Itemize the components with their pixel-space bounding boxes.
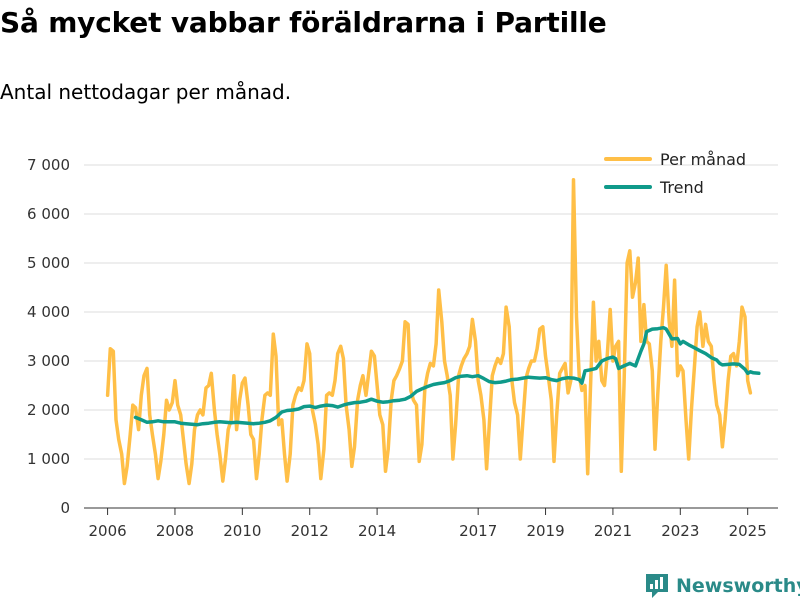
- legend-label-per-month: Per månad: [660, 150, 746, 169]
- y-tick-label: 7 000: [27, 156, 70, 174]
- chart-title: Så mycket vabbar föräldrarna i Partille: [0, 6, 607, 39]
- newsworthy-brand: Newsworthy: [644, 570, 800, 602]
- x-tick-label: 2006: [88, 522, 126, 540]
- axes: 0 1 000 2 000 3 000 4 000 5 000 6 000 7 000 2006…: [27, 156, 778, 540]
- x-tick-label: 2021: [594, 522, 632, 540]
- series-line-per-month: [105, 177, 753, 486]
- y-tick-label: 3 000: [27, 352, 70, 370]
- y-tick-label: 2 000: [27, 401, 70, 419]
- y-tick-label: 6 000: [27, 205, 70, 223]
- x-tick-label: 2014: [358, 522, 396, 540]
- y-tick-label: 1 000: [27, 450, 70, 468]
- chart-subtitle: Antal nettodagar per månad.: [0, 80, 292, 104]
- x-tick-label: 2023: [661, 522, 699, 540]
- newsworthy-logo-icon: [646, 574, 668, 598]
- legend: Per månad Trend: [604, 150, 746, 197]
- x-tick-label: 2008: [156, 522, 194, 540]
- x-tick-label: 2019: [526, 522, 564, 540]
- y-tick-label: 4 000: [27, 303, 70, 321]
- series-lines: [105, 177, 761, 486]
- series-line-trend: [133, 325, 761, 427]
- x-tick-label: 2012: [291, 522, 329, 540]
- x-tick-label: 2025: [729, 522, 767, 540]
- legend-label-trend: Trend: [659, 178, 704, 197]
- x-tick-label: 2010: [223, 522, 261, 540]
- y-tick-label: 5 000: [27, 254, 70, 272]
- y-tick-label: 0: [60, 499, 70, 517]
- brand-name: Newsworthy: [676, 575, 800, 597]
- x-tick-label: 2017: [459, 522, 497, 540]
